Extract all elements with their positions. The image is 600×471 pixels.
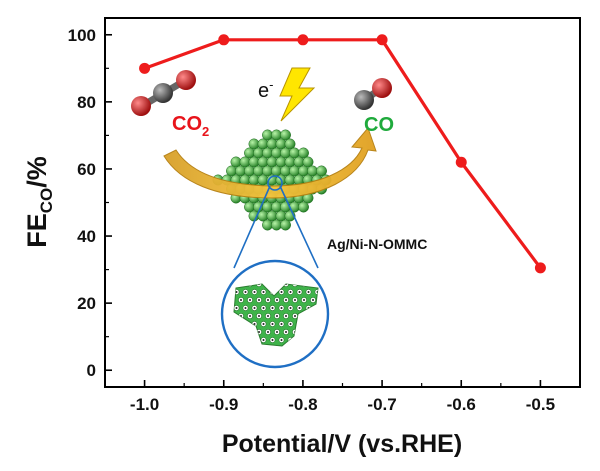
pore-center [258, 331, 260, 333]
y-tick-label: 40 [77, 227, 96, 246]
pore-center [253, 307, 256, 309]
pore-center [244, 307, 247, 309]
x-axis: -1.0 -0.9 -0.8 -0.7 -0.6 -0.5 [130, 380, 555, 414]
pore-center [303, 299, 305, 301]
y-axis-label: FECO/% [22, 156, 56, 248]
pore-center [298, 307, 301, 309]
lightning-icon [279, 67, 316, 122]
pore-center [285, 315, 287, 317]
catalyst-atom [298, 201, 309, 213]
co-molecule-icon [354, 78, 392, 110]
pore-center [276, 299, 278, 301]
y-tick-label: 60 [77, 160, 96, 179]
co2-label: CO2 [172, 113, 209, 139]
pore-center [285, 284, 287, 285]
reaction-arrow-icon [163, 127, 377, 199]
pore-center [271, 323, 274, 325]
pore-center [271, 307, 274, 309]
y-tick-label: 0 [87, 361, 96, 380]
pore-center [267, 299, 269, 301]
catalyst-particle-icon [212, 129, 332, 231]
series-layer [139, 34, 546, 274]
electron-label: e- [258, 77, 273, 102]
zoom-origin [267, 175, 283, 191]
x-tick-label: -0.5 [526, 395, 555, 414]
mechanism-inset: e- CO2 CO Ag/Ni-N-OMMC [131, 67, 427, 369]
pore-center [267, 315, 269, 317]
pore-center [280, 291, 283, 293]
pore-center [267, 331, 269, 333]
y-tick-label: 100 [68, 26, 96, 45]
pore-center [235, 291, 238, 293]
pore-center [240, 299, 242, 301]
pore-center [289, 323, 292, 325]
pore-center [276, 331, 278, 333]
x-axis-label: Potential/V (vs.RHE) [222, 430, 462, 458]
pore-center [262, 323, 265, 325]
catalyst-atom [316, 165, 327, 177]
x-tick-label: -0.7 [367, 395, 396, 414]
zoom-line-left [233, 185, 271, 269]
data-point [455, 156, 467, 168]
pore-center [253, 323, 256, 325]
catalyst-atom [280, 219, 291, 231]
x-tick-label: -0.6 [447, 395, 476, 414]
x-tick-label: -0.8 [288, 395, 317, 414]
pore-center [235, 307, 238, 309]
pore-center [258, 299, 260, 301]
pore-center [249, 299, 251, 301]
y-tick-label: 80 [77, 93, 96, 112]
y-axis: 0 20 40 60 80 100 [68, 26, 112, 380]
catalyst-label: Ag/Ni-N-OMMC [327, 236, 427, 252]
pore-center [316, 291, 318, 293]
pore-center [244, 291, 247, 293]
pore [256, 284, 262, 287]
x-tick-label: -1.0 [130, 395, 159, 414]
series-line [144, 38, 542, 269]
pore-center [249, 315, 251, 317]
pore-center [289, 291, 292, 293]
pore-center [280, 339, 283, 341]
pore-center [280, 307, 283, 309]
pore-center [271, 339, 274, 341]
pore-center [285, 299, 287, 301]
pore-center [294, 315, 296, 317]
pore-center [294, 299, 296, 301]
co-label: CO [364, 114, 394, 136]
zoom-line-right [279, 185, 319, 269]
data-point [139, 62, 151, 74]
pore-center [307, 291, 310, 293]
data-point [297, 34, 309, 46]
x-tick-label: -0.9 [209, 395, 238, 414]
data-point [534, 262, 546, 274]
pore-center [289, 307, 292, 309]
catalyst-atom [284, 138, 296, 150]
pore-center [298, 291, 301, 293]
catalyst-atom [302, 156, 314, 168]
pore-center [312, 299, 314, 301]
pore-center [262, 339, 265, 341]
pore [292, 284, 298, 287]
co2-molecule-icon [131, 70, 196, 116]
pore [274, 345, 280, 346]
data-point [218, 34, 230, 46]
plot-frame [104, 17, 581, 388]
pore-center [253, 291, 256, 293]
pore-center [258, 315, 260, 317]
catalyst-atom [298, 147, 309, 159]
pore-center [262, 307, 265, 309]
pore-center [280, 323, 283, 325]
pore-center [276, 315, 278, 317]
y-tick-label: 20 [77, 294, 96, 313]
catalyst-atom [280, 129, 291, 141]
pore-center [285, 331, 287, 333]
pore-center [262, 291, 265, 293]
porous-carbon-icon [233, 283, 319, 347]
data-point [376, 34, 388, 46]
